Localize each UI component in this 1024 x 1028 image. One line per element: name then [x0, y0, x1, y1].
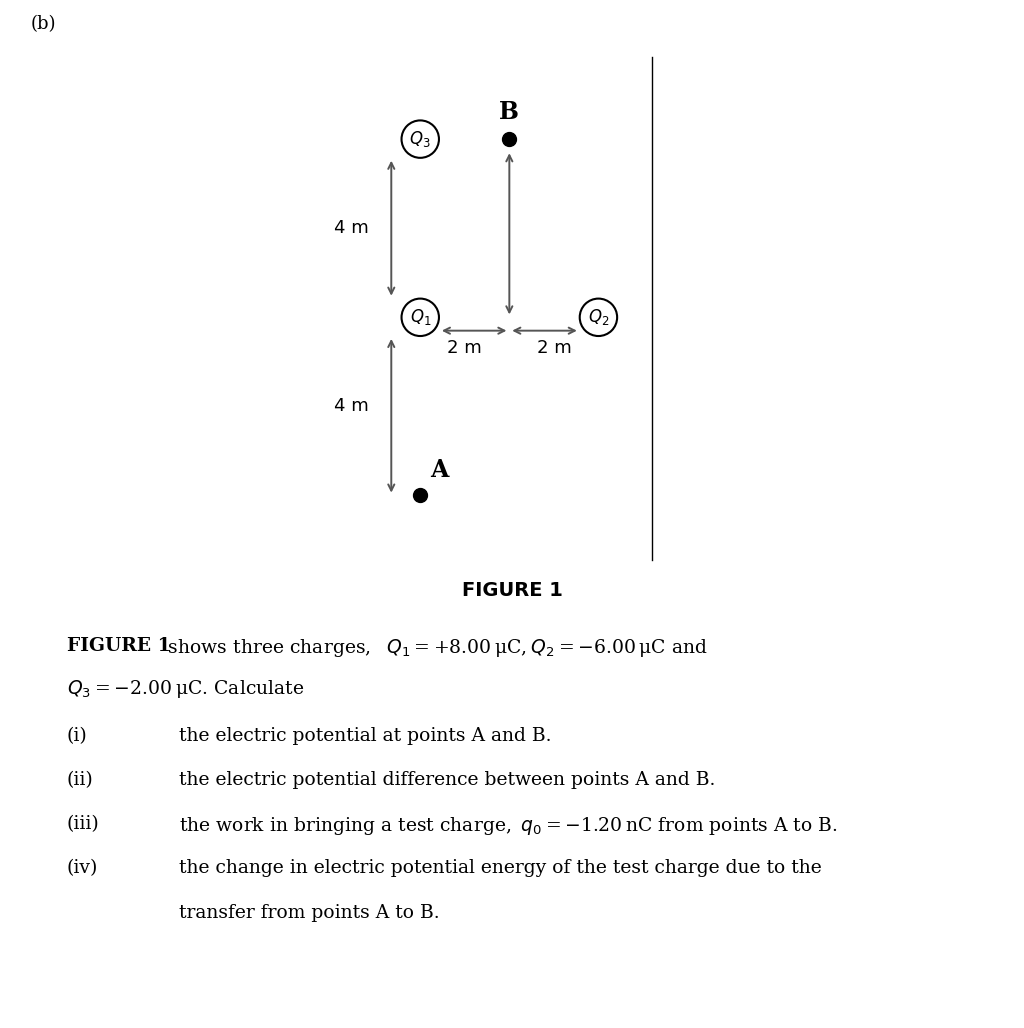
Text: (iii): (iii): [67, 815, 99, 834]
Text: 2 m: 2 m: [447, 338, 482, 357]
Text: $\mathit{Q}_3$: $\mathit{Q}_3$: [410, 130, 431, 149]
Text: (i): (i): [67, 727, 87, 745]
Text: A: A: [430, 458, 449, 482]
Text: the electric potential difference between points A and B.: the electric potential difference betwee…: [179, 771, 716, 790]
Text: (b): (b): [31, 15, 56, 34]
Text: FIGURE 1: FIGURE 1: [67, 637, 170, 656]
Text: 2 m: 2 m: [537, 338, 571, 357]
Text: the electric potential at points A and B.: the electric potential at points A and B…: [179, 727, 552, 745]
Text: transfer from points A to B.: transfer from points A to B.: [179, 904, 440, 922]
Text: the change in electric potential energy of the test charge due to the: the change in electric potential energy …: [179, 859, 822, 878]
Text: 4 m: 4 m: [334, 219, 369, 237]
Text: FIGURE 1: FIGURE 1: [462, 581, 562, 599]
Text: shows three charges,   $Q_1$ = +8.00 μC, $Q_2$ = −6.00 μC and: shows three charges, $Q_1$ = +8.00 μC, $…: [162, 637, 708, 659]
Text: 4 m: 4 m: [334, 398, 369, 415]
Text: (iv): (iv): [67, 859, 98, 878]
Text: B: B: [500, 100, 519, 123]
Text: $\mathit{Q}_1$: $\mathit{Q}_1$: [410, 307, 431, 327]
Text: $\mathit{Q}_2$: $\mathit{Q}_2$: [588, 307, 609, 327]
Text: $Q_3$ = −2.00 μC. Calculate: $Q_3$ = −2.00 μC. Calculate: [67, 678, 304, 700]
Text: (ii): (ii): [67, 771, 93, 790]
Text: the work in bringing a test charge,  $q_0$ = −1.20 nC from points A to B.: the work in bringing a test charge, $q_0…: [179, 815, 838, 837]
